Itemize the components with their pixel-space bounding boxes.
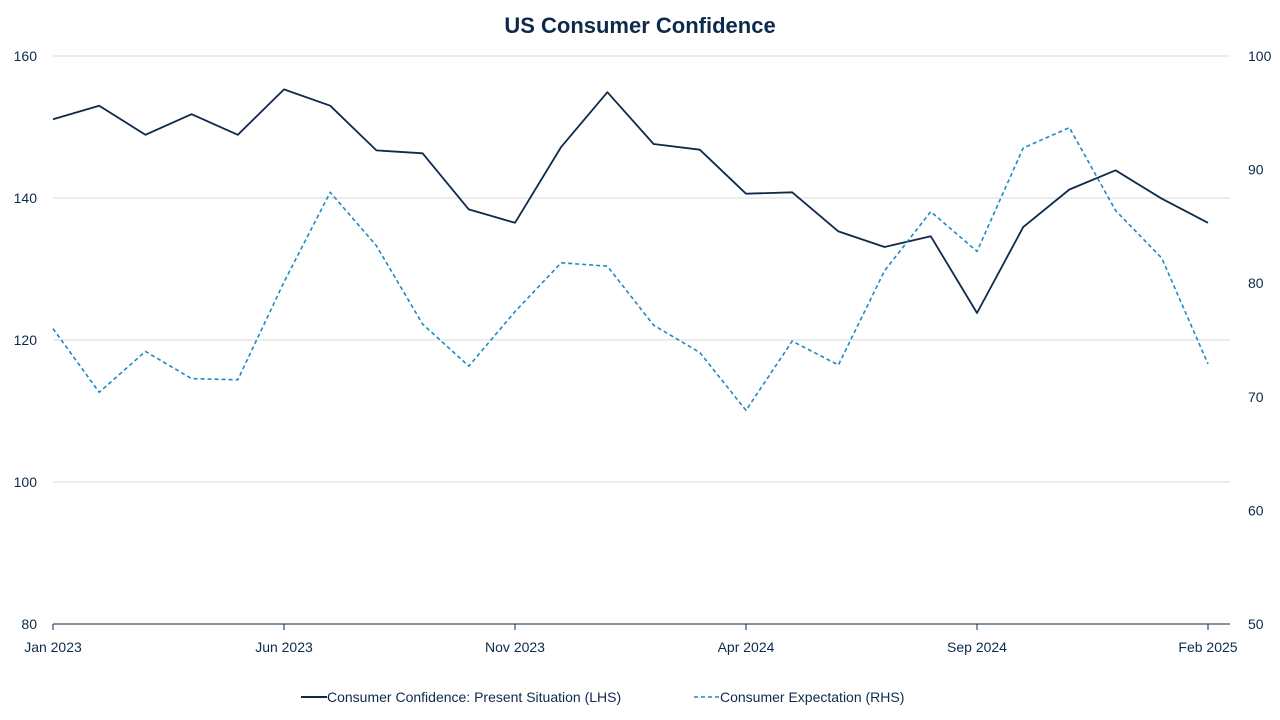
y-left-tick-label: 100 xyxy=(14,474,38,490)
legend-label: Consumer Confidence: Present Situation (… xyxy=(327,689,621,705)
axes: 80 100 120 140 160 50 60 70 80 90 100 Jan 2023 Jun 2… xyxy=(14,48,1272,655)
y-left-tick-label: 120 xyxy=(14,332,38,348)
chart-title: US Consumer Confidence xyxy=(504,13,775,38)
legend-label: Consumer Expectation (RHS) xyxy=(720,689,904,705)
x-tick-label: Feb 2025 xyxy=(1178,639,1237,655)
y-right-tick-label: 90 xyxy=(1248,162,1264,178)
y-right-tick-label: 70 xyxy=(1248,389,1264,405)
x-tick-label: Nov 2023 xyxy=(485,639,545,655)
series-line-1 xyxy=(52,88,1209,314)
y-right-tick-label: 100 xyxy=(1248,48,1272,64)
series xyxy=(52,88,1209,412)
legend: Consumer Confidence: Present Situation (… xyxy=(301,689,904,705)
x-tick-label: Apr 2024 xyxy=(718,639,775,655)
x-tick-label: Sep 2024 xyxy=(947,639,1007,655)
x-tick-label: Jun 2023 xyxy=(255,639,313,655)
series-line-2 xyxy=(52,126,1209,412)
gridlines xyxy=(53,55,1230,483)
y-right-tick-label: 60 xyxy=(1248,502,1264,518)
y-right-tick-label: 80 xyxy=(1248,275,1264,291)
y-right-tick-label: 50 xyxy=(1248,616,1264,632)
y-left-tick-label: 80 xyxy=(21,616,37,632)
x-tick-label: Jan 2023 xyxy=(24,639,82,655)
y-left-tick-label: 140 xyxy=(14,190,38,206)
y-left-tick-label: 160 xyxy=(14,48,38,64)
